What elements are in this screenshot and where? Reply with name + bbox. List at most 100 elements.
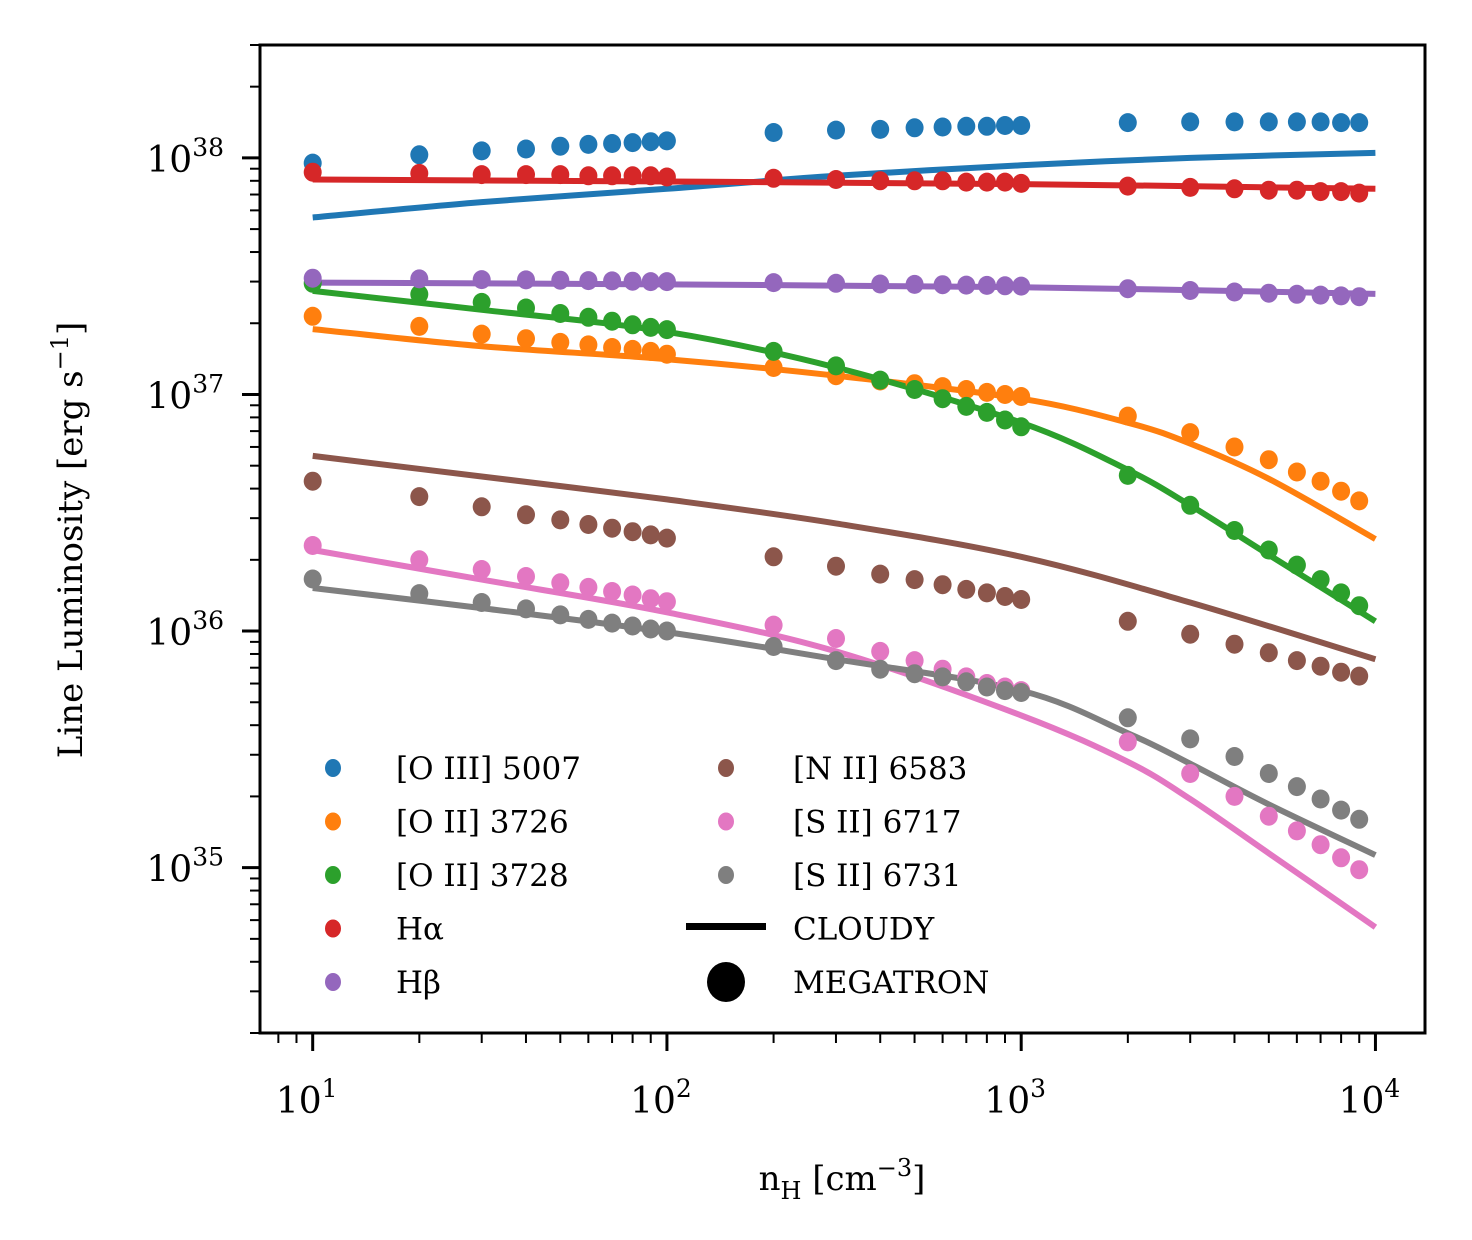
- legend-marker: [325, 973, 341, 991]
- data-point: [905, 651, 924, 671]
- data-point: [827, 273, 845, 293]
- data-point: [1311, 570, 1330, 590]
- data-point: [957, 380, 976, 399]
- data-point: [623, 585, 642, 605]
- data-point: [517, 567, 535, 586]
- data-point: [764, 547, 783, 567]
- data-point: [1012, 276, 1031, 296]
- data-point: [410, 284, 429, 304]
- data-point: [657, 131, 676, 151]
- legend-label: [S II] 6731: [793, 858, 962, 894]
- data-point: [957, 396, 976, 416]
- data-point: [1350, 860, 1369, 880]
- data-point: [410, 163, 429, 183]
- data-point: [827, 120, 845, 140]
- data-point: [603, 311, 622, 331]
- data-point: [957, 116, 976, 136]
- data-point: [472, 270, 491, 290]
- data-point: [641, 619, 660, 639]
- data-point: [517, 298, 535, 318]
- data-point: [551, 573, 570, 593]
- data-point: [827, 170, 845, 189]
- data-point: [579, 577, 598, 597]
- data-point: [905, 118, 924, 138]
- data-point: [1287, 777, 1306, 797]
- data-point: [603, 271, 622, 291]
- data-point: [641, 341, 660, 361]
- legend-marker: [718, 866, 734, 884]
- data-point: [1225, 437, 1244, 457]
- legend-label: [N II] 6583: [793, 751, 967, 787]
- data-point: [827, 651, 845, 671]
- data-point: [1311, 285, 1330, 305]
- data-point: [1225, 179, 1244, 199]
- data-point: [623, 616, 642, 636]
- data-point: [1012, 590, 1031, 609]
- data-point: [1181, 112, 1200, 132]
- data-point: [764, 273, 783, 293]
- data-point: [977, 677, 996, 697]
- data-point: [472, 292, 491, 312]
- data-point: [1118, 113, 1137, 133]
- data-point: [1287, 112, 1306, 132]
- data-point: [977, 275, 996, 295]
- data-point: [1012, 683, 1031, 702]
- legend-entry: Hβ: [325, 965, 441, 1001]
- data-point: [996, 116, 1014, 135]
- data-point: [517, 599, 535, 619]
- legend-entry: CLOUDY: [686, 912, 935, 948]
- data-point: [410, 145, 429, 165]
- data-point: [551, 136, 570, 156]
- data-point: [764, 615, 783, 635]
- data-point: [1332, 286, 1351, 306]
- data-point: [472, 593, 491, 612]
- data-point: [472, 497, 491, 517]
- data-point: [1287, 821, 1306, 841]
- data-point: [871, 119, 890, 139]
- data-point: [1350, 287, 1369, 307]
- data-point: [623, 133, 642, 153]
- data-point: [657, 167, 676, 187]
- x-tick-label: 104: [1339, 1074, 1401, 1122]
- legend-marker: [325, 919, 341, 938]
- y-tick-label: 1037: [146, 369, 224, 417]
- cloudy-line-6: [312, 547, 1378, 930]
- data-point: [871, 641, 890, 661]
- data-point: [1311, 789, 1330, 809]
- data-point: [603, 582, 622, 601]
- data-point: [905, 274, 924, 294]
- data-point: [871, 564, 890, 584]
- data-point: [1225, 747, 1244, 766]
- data-point: [1259, 450, 1278, 470]
- data-point: [871, 171, 890, 191]
- data-point: [1259, 112, 1278, 132]
- data-point: [641, 272, 660, 292]
- legend-marker: [325, 759, 341, 777]
- data-point: [657, 320, 676, 340]
- y-tick-label: 1038: [146, 133, 224, 181]
- data-point: [1118, 732, 1137, 752]
- data-point: [933, 117, 952, 137]
- legend-entry: MEGATRON: [707, 962, 989, 1002]
- data-point: [641, 525, 660, 545]
- data-point: [996, 681, 1014, 701]
- data-point: [551, 510, 570, 530]
- legend-marker: [325, 866, 341, 884]
- data-point: [551, 304, 570, 323]
- legend-label: Hα: [396, 912, 444, 948]
- data-point: [996, 410, 1014, 430]
- data-point: [1225, 786, 1244, 806]
- data-point: [623, 166, 642, 186]
- data-point: [579, 307, 598, 327]
- data-point: [472, 324, 491, 344]
- data-point: [764, 168, 783, 188]
- legend-entry: Hα: [325, 912, 444, 948]
- data-point: [1259, 764, 1278, 783]
- data-point: [764, 358, 783, 377]
- data-point: [905, 380, 924, 399]
- data-point: [641, 589, 660, 609]
- data-point: [764, 637, 783, 656]
- data-point: [657, 621, 676, 641]
- data-point: [996, 276, 1014, 296]
- data-point: [410, 487, 429, 507]
